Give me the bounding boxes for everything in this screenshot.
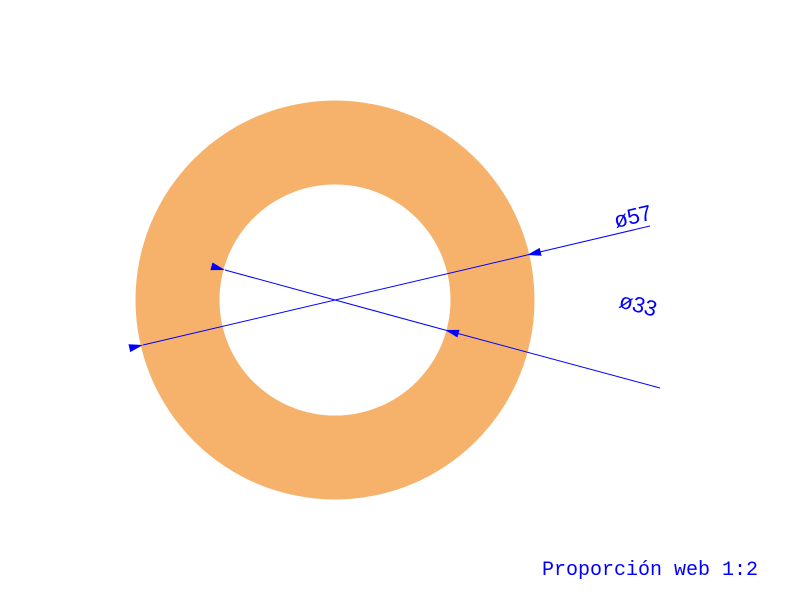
diagram-canvas: ø57 ø33 Proporción web 1:2 — [0, 0, 800, 600]
outer-dim-label: ø57 — [611, 200, 654, 233]
inner-dim-label: ø33 — [617, 288, 660, 322]
outer-dim-arrow-end — [527, 248, 542, 256]
inner-dim-line — [225, 270, 445, 330]
scale-footer: Proporción web 1:2 — [542, 559, 758, 582]
outer-dim-arrow-start — [128, 344, 143, 352]
outer-dim-ext-line — [527, 226, 650, 255]
